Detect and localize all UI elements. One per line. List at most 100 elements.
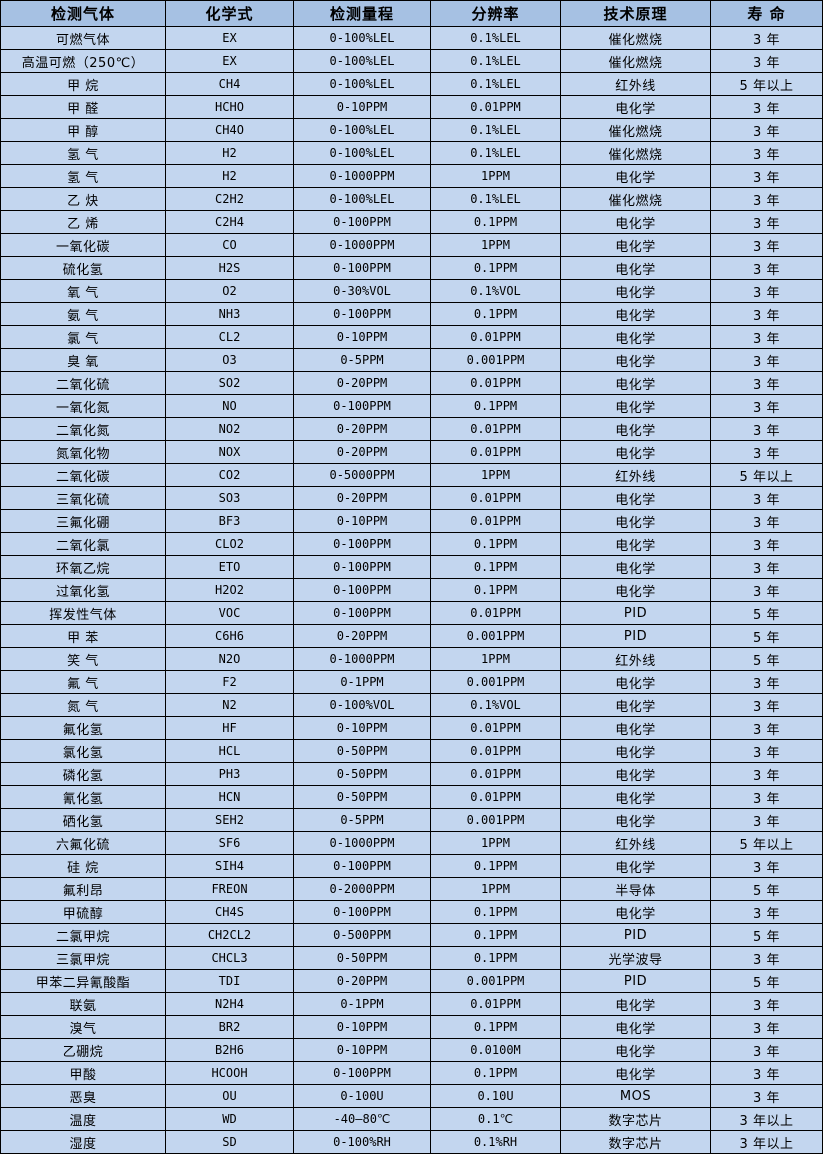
cell-lifespan: 5 年 [710,877,823,901]
table-row: 氮氧化物 NOX 0-20PPM 0.01PPM 电化学 3 年 [0,440,823,464]
cell-lifespan: 3 年 [710,739,823,763]
cell-formula: BF3 [165,509,294,533]
cell-technology: 电化学 [560,95,711,119]
table-row: 甲 烷 CH4 0-100%LEL 0.1%LEL 红外线 5 年以上 [0,72,823,96]
table-row: 硫化氢 H2S 0-100PPM 0.1PPM 电化学 3 年 [0,256,823,280]
table-row: 笑 气 N2O 0-1000PPM 1PPM 红外线 5 年 [0,647,823,671]
cell-gas: 三氟化硼 [0,509,166,533]
table-header: 检测气体 化学式 检测量程 分辨率 技术原理 寿 命 [0,0,823,27]
cell-technology: 电化学 [560,279,711,303]
cell-range: 0-100%LEL [293,72,431,96]
cell-technology: 催化燃烧 [560,49,711,73]
cell-gas: 硫化氢 [0,256,166,280]
cell-formula: EX [165,26,294,50]
cell-formula: N2O [165,647,294,671]
table-row: 氧 气 O2 0-30%VOL 0.1%VOL 电化学 3 年 [0,279,823,303]
cell-formula: N2 [165,693,294,717]
cell-formula: VOC [165,601,294,625]
cell-formula: CLO2 [165,532,294,556]
cell-range: 0-20PPM [293,486,431,510]
column-header-range: 检测量程 [293,0,431,27]
table-row: 甲硫醇 CH4S 0-100PPM 0.1PPM 电化学 3 年 [0,900,823,924]
cell-gas: 三氧化硫 [0,486,166,510]
cell-gas: 挥发性气体 [0,601,166,625]
cell-lifespan: 5 年 [710,969,823,993]
cell-technology: 电化学 [560,716,711,740]
cell-technology: 半导体 [560,877,711,901]
cell-lifespan: 3 年 [710,716,823,740]
cell-lifespan: 3 年 [710,808,823,832]
cell-technology: 催化燃烧 [560,141,711,165]
cell-technology: 电化学 [560,486,711,510]
cell-lifespan: 3 年 [710,578,823,602]
cell-resolution: 0.1PPM [430,532,561,556]
table-row: 磷化氢 PH3 0-50PPM 0.01PPM 电化学 3 年 [0,762,823,786]
cell-technology: 电化学 [560,762,711,786]
cell-formula: PH3 [165,762,294,786]
table-row: 乙 炔 C2H2 0-100%LEL 0.1%LEL 催化燃烧 3 年 [0,187,823,211]
table-body: 可燃气体 EX 0-100%LEL 0.1%LEL 催化燃烧 3 年高温可燃（250℃） E… [0,26,823,1154]
table-row: 氢 气 H2 0-100%LEL 0.1%LEL 催化燃烧 3 年 [0,141,823,165]
cell-range: 0-20PPM [293,624,431,648]
cell-lifespan: 3 年 [710,992,823,1016]
cell-technology: 电化学 [560,325,711,349]
cell-lifespan: 5 年 [710,923,823,947]
cell-resolution: 0.1PPM [430,946,561,970]
cell-range: 0-10PPM [293,509,431,533]
cell-gas: 臭 氧 [0,348,166,372]
cell-technology: 红外线 [560,647,711,671]
cell-gas: 乙 烯 [0,210,166,234]
cell-resolution: 0.1PPM [430,1061,561,1085]
cell-technology: 数字芯片 [560,1107,711,1131]
cell-range: 0-100PPM [293,578,431,602]
cell-lifespan: 3 年 [710,49,823,73]
cell-resolution: 0.1PPM [430,923,561,947]
table-row: 乙硼烷 B2H6 0-10PPM 0.0100M 电化学 3 年 [0,1038,823,1062]
cell-range: 0-20PPM [293,969,431,993]
table-row: 氨 气 NH3 0-100PPM 0.1PPM 电化学 3 年 [0,302,823,326]
cell-gas: 温度 [0,1107,166,1131]
cell-formula: HF [165,716,294,740]
cell-range: 0-1000PPM [293,233,431,257]
table-row: 氢 气 H2 0-1000PPM 1PPM 电化学 3 年 [0,164,823,188]
cell-range: 0-2000PPM [293,877,431,901]
cell-range: 0-50PPM [293,785,431,809]
cell-technology: PID [560,923,711,947]
cell-lifespan: 3 年 [710,256,823,280]
table-row: 联氨 N2H4 0-1PPM 0.01PPM 电化学 3 年 [0,992,823,1016]
cell-technology: 电化学 [560,532,711,556]
cell-technology: 电化学 [560,348,711,372]
cell-lifespan: 3 年 [710,325,823,349]
cell-gas: 甲硫醇 [0,900,166,924]
cell-lifespan: 3 年 [710,486,823,510]
cell-resolution: 0.10U [430,1084,561,1108]
cell-lifespan: 3 年 [710,440,823,464]
cell-formula: CH2CL2 [165,923,294,947]
cell-formula: SEH2 [165,808,294,832]
cell-range: 0-100U [293,1084,431,1108]
cell-technology: 电化学 [560,1038,711,1062]
cell-gas: 氟化氢 [0,716,166,740]
cell-lifespan: 3 年 [710,394,823,418]
cell-range: 0-5000PPM [293,463,431,487]
cell-resolution: 1PPM [430,164,561,188]
cell-formula: FREON [165,877,294,901]
cell-formula: HCOOH [165,1061,294,1085]
cell-technology: 电化学 [560,440,711,464]
cell-range: 0-100%LEL [293,187,431,211]
cell-formula: NOX [165,440,294,464]
table-row: 一氧化碳 CO 0-1000PPM 1PPM 电化学 3 年 [0,233,823,257]
cell-formula: CO [165,233,294,257]
cell-lifespan: 5 年以上 [710,72,823,96]
cell-range: 0-100PPM [293,555,431,579]
cell-resolution: 0.1%VOL [430,279,561,303]
cell-formula: HCN [165,785,294,809]
cell-gas: 可燃气体 [0,26,166,50]
cell-formula: C6H6 [165,624,294,648]
cell-resolution: 0.01PPM [430,739,561,763]
cell-lifespan: 3 年 [710,302,823,326]
cell-lifespan: 3 年 [710,187,823,211]
cell-gas: 氢 气 [0,164,166,188]
table-row: 二氧化氯 CLO2 0-100PPM 0.1PPM 电化学 3 年 [0,532,823,556]
table-row: 温度 WD -40—80℃ 0.1℃ 数字芯片 3 年以上 [0,1107,823,1131]
